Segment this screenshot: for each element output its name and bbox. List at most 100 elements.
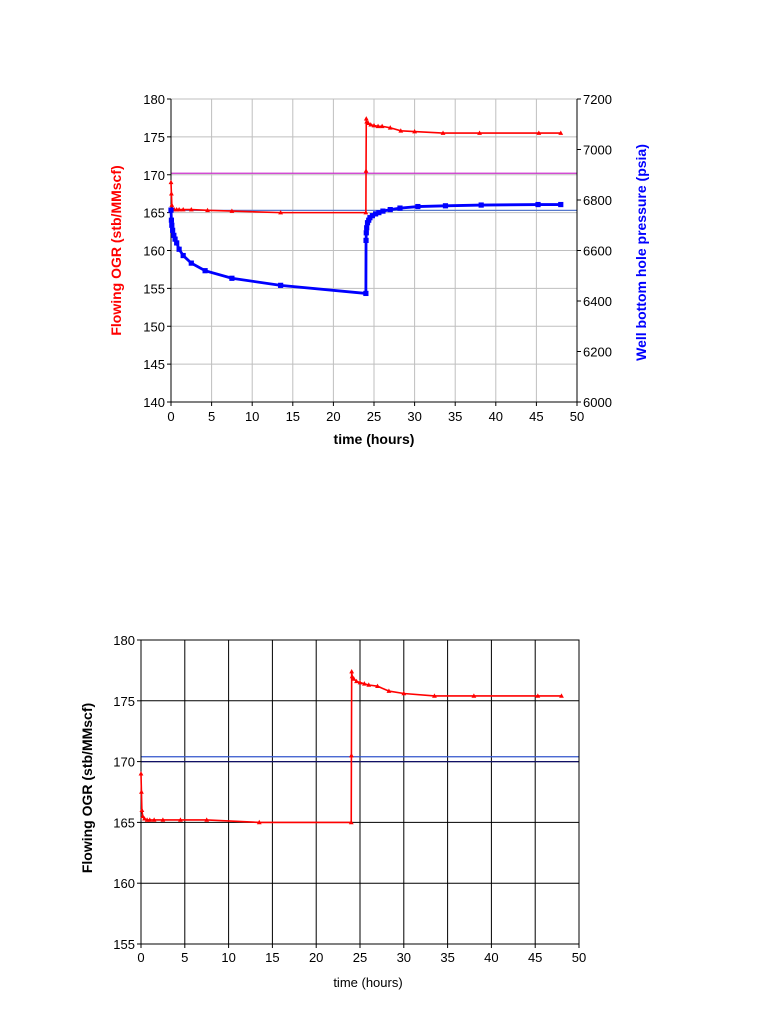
- ogr-point: [188, 206, 194, 212]
- y-tick-label: 165: [113, 815, 135, 830]
- ogr-point: [440, 130, 446, 135]
- pressure-point: [364, 225, 370, 231]
- x-tick-label: 25: [353, 950, 367, 965]
- pressure-point: [558, 201, 564, 208]
- x-tick-label: 40: [489, 409, 503, 424]
- x-tick-label: 35: [440, 950, 454, 965]
- ogr-point: [363, 116, 369, 121]
- x-axis-title: time (hours): [334, 431, 415, 447]
- pressure-point: [188, 260, 194, 266]
- pressure-point: [169, 222, 175, 228]
- ogr-point: [361, 681, 367, 686]
- pressure-point: [172, 236, 178, 242]
- y-left-tick-label: 165: [143, 206, 165, 221]
- y-right-tick-label: 6400: [583, 294, 612, 309]
- ogr-line: [140, 671, 562, 824]
- ogr-point: [366, 682, 372, 687]
- ogr-line: [170, 118, 561, 214]
- pressure-point: [174, 240, 180, 246]
- ogr-point: [349, 669, 355, 674]
- ogr-series: [168, 116, 564, 215]
- ogr-point: [559, 693, 564, 698]
- ogr-point: [363, 210, 369, 215]
- pressure-point: [180, 252, 186, 259]
- ogr-point: [229, 208, 235, 213]
- y-axis-title: Flowing OGR (stb/MMscf): [79, 703, 95, 873]
- ogr-point: [151, 817, 157, 822]
- y-left-tick-label: 155: [143, 281, 165, 296]
- x-axis-title: time (hours): [333, 975, 402, 990]
- pressure-series: [168, 201, 564, 297]
- ogr-point: [412, 128, 417, 134]
- x-tick-label: 40: [484, 950, 498, 965]
- pressure-point: [363, 230, 369, 236]
- ogr-point: [180, 206, 186, 212]
- ogr-point: [401, 690, 407, 696]
- y-left-tick-label: 145: [143, 357, 165, 372]
- y-left-tick-label: 150: [143, 319, 165, 334]
- pressure-point: [363, 290, 369, 297]
- ogr-point: [375, 123, 381, 129]
- y-tick-label: 155: [113, 937, 135, 952]
- y-tick-label: 180: [113, 633, 135, 648]
- ogr-point: [169, 191, 174, 196]
- y-right-tick-label: 7000: [583, 143, 612, 158]
- x-tick-label: 10: [245, 409, 259, 424]
- y-right-tick-label: 6200: [583, 345, 612, 360]
- x-tick-label: 20: [309, 950, 323, 965]
- x-tick-label: 30: [397, 950, 411, 965]
- ogr-point: [371, 122, 377, 128]
- ogr-point: [140, 813, 146, 819]
- ogr-point: [351, 676, 357, 681]
- x-tick-label: 30: [407, 409, 421, 424]
- x-tick-label: 25: [367, 409, 381, 424]
- pressure-point: [415, 203, 421, 210]
- ogr-point: [471, 693, 477, 698]
- y-left-tick-label: 160: [143, 244, 165, 259]
- ogr-series: [138, 669, 564, 825]
- ogr-point: [139, 807, 145, 813]
- x-tick-label: 15: [265, 950, 279, 965]
- pressure-point: [229, 275, 235, 281]
- ogr-point: [278, 210, 284, 215]
- x-tick-label: 45: [529, 409, 543, 424]
- pressure-point: [170, 227, 176, 233]
- x-tick-label: 5: [208, 409, 215, 424]
- ogr-point: [160, 817, 166, 822]
- pressure-point: [176, 246, 182, 252]
- pressure-point: [380, 208, 386, 214]
- ogr-point: [386, 688, 392, 693]
- dual-axis-chart: 0 5 10 15 20 25 30 35 40 45 50 140 145 150 155 160 165 17…: [108, 92, 649, 447]
- ogr-point: [205, 207, 210, 213]
- y-right-tick-label: 6800: [583, 193, 612, 208]
- pressure-point: [373, 211, 379, 217]
- ogr-point: [139, 789, 144, 794]
- ogr-point: [348, 819, 354, 825]
- pressure-point: [369, 213, 375, 219]
- ogr-point: [375, 683, 380, 689]
- pressure-point: [397, 205, 403, 211]
- ogr-point: [368, 122, 374, 127]
- y-left-axis-title: Flowing OGR (stb/MMscf): [108, 165, 124, 335]
- ogr-point: [379, 123, 385, 129]
- pressure-point: [376, 210, 382, 216]
- ogr-point: [398, 128, 404, 133]
- ogr-point: [535, 693, 541, 698]
- ogr-point: [256, 819, 262, 825]
- x-tick-label: 20: [326, 409, 340, 424]
- gridlines: [140, 639, 580, 945]
- pressure-point: [168, 217, 175, 223]
- gridlines: [170, 98, 578, 403]
- ogr-point: [477, 130, 482, 135]
- ogr-point: [178, 817, 183, 822]
- y-left-tick-label: 175: [143, 130, 165, 145]
- x-tick-label: 5: [181, 950, 188, 965]
- ogr-point: [365, 120, 371, 126]
- ogr-point: [536, 130, 542, 135]
- pressure-point: [387, 206, 393, 213]
- ogr-point: [363, 168, 369, 173]
- y-tick-label: 175: [113, 694, 135, 709]
- x-tick-label: 45: [528, 950, 542, 965]
- ogr-point: [387, 125, 393, 130]
- y-right-tick-label: 6600: [583, 244, 612, 259]
